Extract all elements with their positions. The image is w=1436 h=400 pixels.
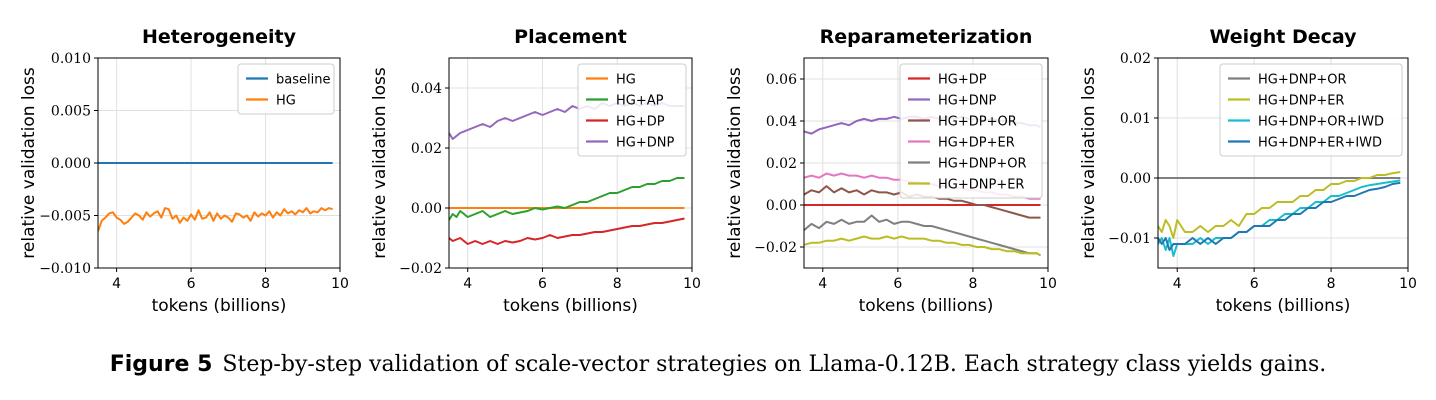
chart-panel-3: 4 6 8 10 −0.02 0.00 0.02 0.04 0.06 Reparameteriza… <box>725 26 1057 316</box>
legend-box <box>577 63 687 157</box>
y-tick-label: −0.010 <box>39 261 91 277</box>
chart-title: Weight Decay <box>1209 26 1357 48</box>
y-tick-label: 0.02 <box>1120 51 1151 67</box>
legend-entry: HG+DP+ER <box>938 136 1015 151</box>
legend-box <box>1219 63 1403 157</box>
y-tick-label: −0.005 <box>39 209 91 225</box>
y-tick-label: 0.02 <box>411 141 442 157</box>
x-tick-label: 6 <box>893 276 902 292</box>
x-tick-label: 4 <box>818 276 827 292</box>
legend-entry: HG+DNP <box>616 136 674 151</box>
y-tick-label: 0.06 <box>766 72 797 88</box>
figure: 4 6 8 10 −0.010 −0.005 0.000 0.005 0.010 Heteroge… <box>19 26 1417 316</box>
y-tick-label: 0.01 <box>1120 111 1151 127</box>
legend-entry: HG+DNP <box>938 94 996 109</box>
legend-entry: HG+AP <box>616 94 664 109</box>
y-tick-label: 0.04 <box>411 81 442 97</box>
legend-entry: HG+DP <box>938 73 987 88</box>
chart-title: Placement <box>514 26 627 48</box>
x-tick-label: 10 <box>683 276 701 292</box>
y-axis-label: relative validation loss <box>19 67 39 259</box>
legend-entry: HG+DNP+ER+IWD <box>1258 136 1382 151</box>
legend-entry: HG+DP+OR <box>938 115 1017 130</box>
series-line <box>804 214 1041 257</box>
x-tick-label: 10 <box>1039 276 1057 292</box>
y-axis-label: relative validation loss <box>1079 67 1099 259</box>
legend-entry: HG <box>616 73 636 88</box>
y-axis-label: relative validation loss <box>725 67 745 259</box>
series-line <box>1158 181 1401 251</box>
series-group <box>98 162 333 232</box>
x-tick-label: 4 <box>1173 276 1182 292</box>
legend: HG HG+AP HG+DP HG+DNP <box>577 63 687 157</box>
y-tick-label: 0.00 <box>411 201 442 217</box>
x-axis-label: tokens (billions) <box>503 296 638 316</box>
y-axis-label: relative validation loss <box>370 67 390 259</box>
series-line <box>449 177 685 221</box>
x-tick-label: 4 <box>463 276 472 292</box>
axes-frame <box>1157 57 1409 269</box>
chart-panel-4: 4 6 8 10 −0.01 0.00 0.01 0.02 Weight Decay tokens… <box>1079 26 1417 316</box>
x-tick-label: 8 <box>968 276 977 292</box>
figure-caption: Figure 5 Step-by-step validation of scale… <box>0 352 1436 377</box>
x-tick-label: 6 <box>538 276 547 292</box>
legend-entry: baseline <box>276 73 330 88</box>
series-group <box>1158 171 1401 257</box>
legend-entry: HG <box>276 94 296 109</box>
y-tick-label: −0.02 <box>754 240 797 256</box>
legend-entry: HG+DNP+ER <box>938 178 1024 193</box>
legend: HG+DP HG+DNP HG+DP+OR HG+DP+ER HG+DNP+OR HG+D… <box>899 63 1043 199</box>
x-tick-label: 6 <box>187 276 196 292</box>
legend-entry: HG+DNP+ER <box>1258 94 1344 109</box>
x-axis-label: tokens (billions) <box>859 296 994 316</box>
x-tick-label: 10 <box>1399 276 1417 292</box>
legend-box <box>237 63 335 115</box>
x-tick-label: 8 <box>1327 276 1336 292</box>
y-tick-label: 0.005 <box>51 104 91 120</box>
legend: HG+DNP+OR HG+DNP+ER HG+DNP+OR+IWD HG+DNP+ER… <box>1219 63 1403 157</box>
chart-panel-2: 4 6 8 10 −0.02 0.00 0.02 0.04 Placement tokens (b… <box>370 26 701 316</box>
x-axis-label: tokens (billions) <box>1216 296 1351 316</box>
series-line <box>804 235 1041 257</box>
series-line <box>1158 171 1401 239</box>
chart-title: Heterogeneity <box>142 26 297 48</box>
y-tick-label: 0.04 <box>766 114 797 130</box>
legend-entry: HG+DNP+OR <box>938 157 1026 172</box>
legend-entry: HG+DNP+OR+IWD <box>1258 115 1384 130</box>
figure-label: Figure 5 <box>109 352 213 377</box>
y-tick-label: −0.01 <box>1108 231 1151 247</box>
series-line <box>449 217 685 245</box>
y-tick-label: 0.00 <box>1120 171 1151 187</box>
legend-entry: HG+DP <box>616 115 665 130</box>
x-tick-label: 10 <box>331 276 349 292</box>
x-tick-label: 8 <box>261 276 270 292</box>
x-tick-label: 4 <box>112 276 121 292</box>
y-tick-label: −0.02 <box>399 261 442 277</box>
chart-title: Reparameterization <box>820 26 1033 48</box>
legend: baseline HG <box>237 63 335 115</box>
chart-panel-1: 4 6 8 10 −0.010 −0.005 0.000 0.005 0.010 Heteroge… <box>19 26 349 316</box>
x-tick-label: 6 <box>1250 276 1259 292</box>
y-tick-label: 0.02 <box>766 156 797 172</box>
x-tick-label: 8 <box>613 276 622 292</box>
chart-figure: 4 6 8 10 −0.010 −0.005 0.000 0.005 0.010 Heteroge… <box>19 26 1417 316</box>
y-tick-label: 0.00 <box>766 198 797 214</box>
legend-entry: HG+DNP+OR <box>1258 73 1346 88</box>
y-tick-label: 0.010 <box>51 51 91 67</box>
axes-frame <box>448 57 693 269</box>
legend-box <box>899 63 1043 199</box>
figure-caption-text: Step-by-step validation of scale-vector … <box>222 352 1327 377</box>
x-axis-label: tokens (billions) <box>152 296 287 316</box>
series-line <box>98 207 333 232</box>
y-tick-label: 0.000 <box>51 156 91 172</box>
